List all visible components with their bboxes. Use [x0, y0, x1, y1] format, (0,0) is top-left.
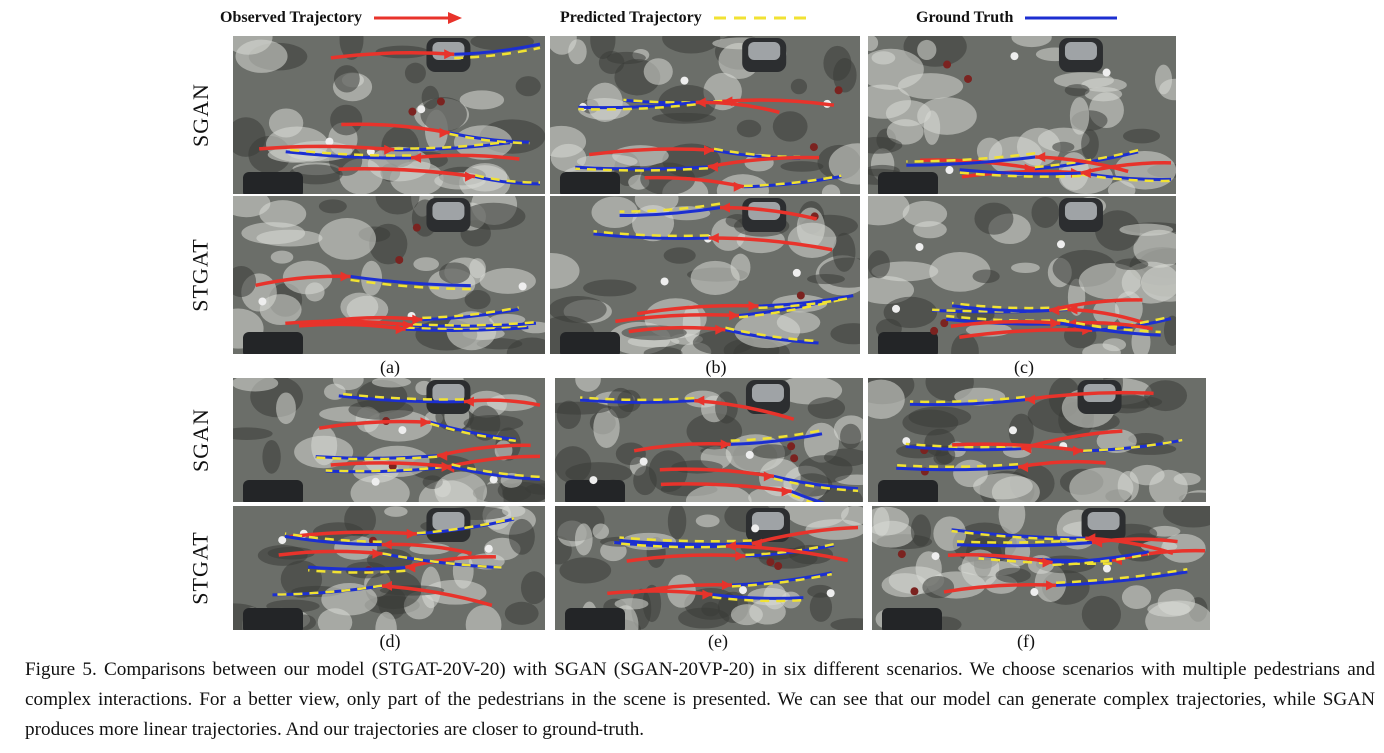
row-label-text: STGAT — [188, 531, 214, 605]
scene-panel-f-stgat — [872, 506, 1210, 630]
scene-panel-a-sgan — [233, 36, 545, 194]
scene-panel-d-sgan — [233, 378, 545, 502]
scene-panel-d-stgat — [233, 506, 545, 630]
scene-panel-a-stgat — [233, 196, 545, 354]
scene-panel-e-stgat — [555, 506, 863, 630]
scene-panel-b-sgan — [550, 36, 860, 194]
legend-ground-truth-label: Ground Truth — [916, 9, 1014, 26]
row-label-sgan-top: SGAN — [186, 36, 216, 194]
scene-panel-c-sgan — [868, 36, 1176, 194]
row-label-stgat-top: STGAT — [186, 196, 216, 354]
scene-panel-e-sgan — [555, 378, 863, 502]
sub-label-d: (d) — [379, 631, 401, 651]
legend-ground-truth: Ground Truth — [916, 6, 1119, 30]
row-label-text: STGAT — [188, 238, 214, 312]
figure-caption: Figure 5. Comparisons between our model … — [25, 659, 1375, 740]
scene-panel-c-stgat — [868, 196, 1176, 354]
legend-predicted-dash-icon — [713, 16, 806, 20]
sub-label-f: (f) — [1017, 631, 1035, 651]
row-label-sgan-bottom: SGAN — [186, 378, 216, 502]
legend-ground-truth-line-icon — [1025, 16, 1118, 20]
sub-label-e: (e) — [708, 631, 728, 651]
legend-predicted: Predicted Trajectory — [560, 6, 808, 30]
scene-panel-f-sgan — [868, 378, 1206, 502]
legend-observed: Observed Trajectory — [220, 6, 464, 30]
sub-label-b: (b) — [705, 357, 727, 377]
row-label-text: SGAN — [188, 83, 213, 147]
sub-label-c: (c) — [1014, 357, 1034, 377]
sub-label-a: (a) — [380, 357, 400, 377]
legend-observed-label: Observed Trajectory — [220, 9, 363, 26]
row-label-text: SGAN — [188, 408, 213, 472]
scene-panel-b-stgat — [550, 196, 860, 354]
legend-observed-arrow-icon — [374, 12, 463, 24]
row-label-stgat-bottom: STGAT — [186, 506, 216, 630]
legend-predicted-label: Predicted Trajectory — [560, 9, 702, 26]
